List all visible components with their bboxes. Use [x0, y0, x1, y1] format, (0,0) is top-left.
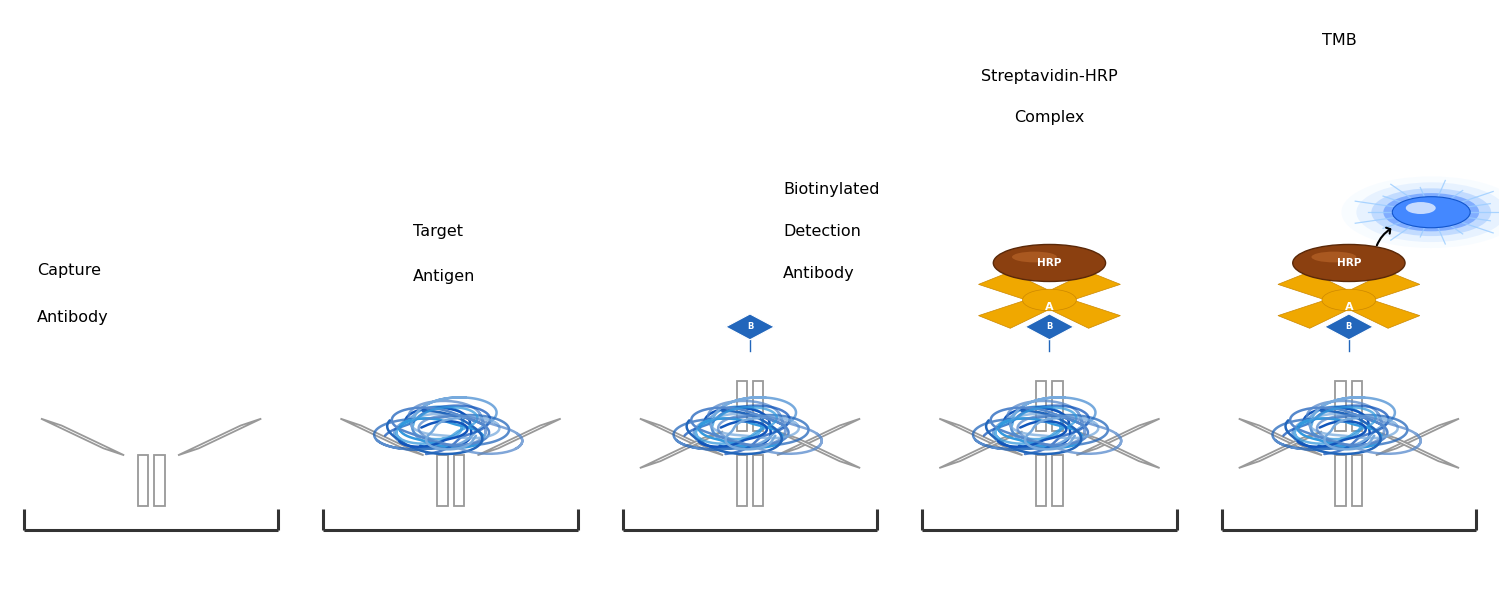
Text: Detection: Detection	[783, 224, 861, 239]
Polygon shape	[1077, 419, 1160, 455]
Polygon shape	[436, 455, 447, 506]
Polygon shape	[1376, 419, 1460, 455]
Polygon shape	[777, 431, 859, 468]
Text: Antigen: Antigen	[413, 269, 476, 284]
Polygon shape	[1036, 455, 1047, 506]
Polygon shape	[1352, 380, 1362, 431]
Polygon shape	[1335, 455, 1346, 506]
Polygon shape	[453, 455, 464, 506]
Polygon shape	[1077, 431, 1160, 468]
Ellipse shape	[993, 244, 1106, 281]
Ellipse shape	[1013, 251, 1058, 262]
Text: HRP: HRP	[1336, 258, 1360, 268]
Polygon shape	[777, 419, 859, 455]
Polygon shape	[154, 455, 165, 506]
Circle shape	[1383, 193, 1479, 232]
Polygon shape	[1036, 380, 1047, 431]
Polygon shape	[1053, 455, 1064, 506]
Polygon shape	[1053, 380, 1064, 431]
Polygon shape	[726, 314, 774, 340]
Polygon shape	[978, 272, 1060, 304]
Polygon shape	[1040, 296, 1120, 328]
Polygon shape	[1352, 455, 1362, 506]
Polygon shape	[1239, 431, 1322, 468]
Circle shape	[1341, 176, 1500, 248]
Polygon shape	[1335, 380, 1346, 431]
Text: A: A	[1344, 302, 1353, 312]
Polygon shape	[1376, 431, 1460, 468]
Text: Target: Target	[413, 224, 464, 239]
Ellipse shape	[1293, 244, 1406, 281]
Polygon shape	[1278, 272, 1359, 304]
Polygon shape	[40, 419, 125, 455]
Polygon shape	[1239, 419, 1322, 455]
Text: B: B	[747, 322, 753, 331]
Text: Antibody: Antibody	[38, 310, 109, 325]
Text: Antibody: Antibody	[783, 266, 855, 281]
Polygon shape	[1324, 314, 1372, 340]
Text: A: A	[1046, 302, 1054, 312]
Ellipse shape	[1311, 251, 1356, 262]
Polygon shape	[340, 419, 423, 455]
Polygon shape	[1278, 296, 1359, 328]
Polygon shape	[138, 455, 148, 506]
Polygon shape	[178, 419, 261, 455]
Circle shape	[1392, 197, 1470, 228]
Polygon shape	[640, 419, 723, 455]
Text: TMB: TMB	[1322, 33, 1356, 48]
Text: Capture: Capture	[38, 263, 102, 278]
Text: B: B	[1047, 322, 1053, 331]
Text: B: B	[1346, 322, 1352, 331]
Polygon shape	[477, 419, 561, 455]
Polygon shape	[736, 380, 747, 431]
Polygon shape	[736, 455, 747, 506]
Polygon shape	[1024, 314, 1074, 340]
Text: Complex: Complex	[1014, 110, 1084, 125]
Circle shape	[1371, 188, 1491, 236]
Text: Streptavidin-HRP: Streptavidin-HRP	[981, 68, 1118, 83]
Polygon shape	[978, 296, 1060, 328]
Polygon shape	[753, 380, 764, 431]
Polygon shape	[1040, 272, 1120, 304]
Circle shape	[1406, 202, 1435, 214]
Polygon shape	[1338, 296, 1420, 328]
Polygon shape	[1338, 272, 1420, 304]
Text: Biotinylated: Biotinylated	[783, 182, 879, 197]
Circle shape	[1356, 182, 1500, 242]
Circle shape	[1023, 289, 1077, 311]
Circle shape	[1322, 289, 1376, 311]
Polygon shape	[939, 419, 1023, 455]
Polygon shape	[753, 455, 764, 506]
Text: HRP: HRP	[1038, 258, 1062, 268]
Polygon shape	[640, 431, 723, 468]
Polygon shape	[939, 431, 1023, 468]
